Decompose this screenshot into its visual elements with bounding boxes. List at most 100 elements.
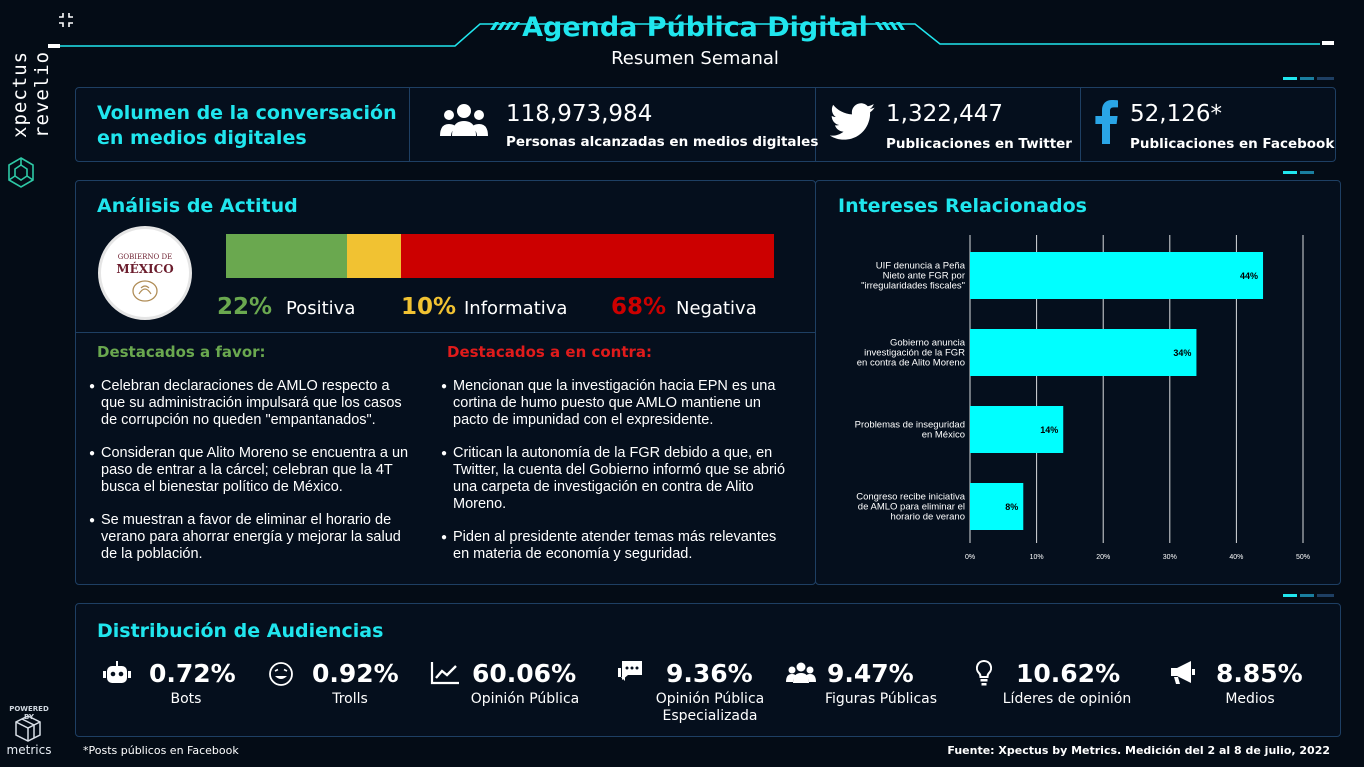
bar-value-label: 14% <box>1040 425 1058 435</box>
twitter-label: Publicaciones en Twitter <box>886 136 1072 152</box>
volume-title-line2: en medios digitales <box>97 127 307 149</box>
volume-title: Volumen de la conversación en medios dig… <box>97 101 397 151</box>
attitude-bar-informative <box>346 234 402 278</box>
category-label: UIF denuncia a Peña <box>876 261 966 272</box>
against-title: Destacados a en contra: <box>447 343 653 361</box>
group-icon <box>786 662 816 683</box>
deco-dash <box>1283 77 1297 80</box>
volume-panel: Volumen de la conversación en medios dig… <box>75 87 1336 162</box>
category-label: en México <box>922 430 965 441</box>
audiences-panel: Distribución de Audiencias 0.72% Bots 0.… <box>75 603 1341 737</box>
bots-label: Bots <box>170 691 202 707</box>
volume-facebook-cell: 52,126* Publicaciones en Facebook <box>1081 88 1336 161</box>
bar <box>970 252 1264 299</box>
deco-dash <box>1317 594 1334 597</box>
opinion-especializada-label-line1: Opinión Pública <box>655 691 765 707</box>
category-label: investigación de la FGR <box>864 348 965 359</box>
opinion-especializada-label: Opinión Pública Especializada <box>645 691 775 725</box>
lideres-opinion-label: Líderes de opinión <box>1002 691 1132 707</box>
category-label: Congreso recibe iniciativa <box>856 492 965 503</box>
metrics-brand-label: metrics <box>6 743 52 757</box>
attitude-title: Análisis de Actitud <box>97 195 298 217</box>
twitter-icon <box>830 103 876 140</box>
eagle-seal-icon <box>132 280 158 302</box>
category-label: "irregularidades fiscales" <box>861 281 965 292</box>
attitude-panel: Análisis de Actitud GOBIERNO DE MÉXICO 2… <box>75 180 816 585</box>
bar <box>970 406 1064 453</box>
lightbulb-icon <box>975 659 993 686</box>
list-item: Critican la autonomía de la FGR debido a… <box>441 445 796 513</box>
x-tick-label: 50% <box>1296 554 1310 561</box>
header-frame <box>48 22 1334 48</box>
source-note: Fuente: Xpectus by Metrics. Medición del… <box>947 744 1330 757</box>
footnote: *Posts públicos en Facebook <box>83 744 239 757</box>
page-subtitle: Resumen Semanal <box>611 48 779 69</box>
robot-icon <box>103 661 131 683</box>
brand-name: xpectus revelio <box>9 50 53 138</box>
trend-chart-icon <box>430 662 459 685</box>
interests-bar-chart: 0% 10% 20% 30% 40% 50% 44% UIF denuncia a PeñaN… <box>855 235 1310 561</box>
informative-pct: 10% <box>401 294 457 320</box>
facebook-icon <box>1095 100 1118 144</box>
troll-face-icon <box>269 662 293 686</box>
category-label: horario de verano <box>891 512 965 523</box>
volume-reach-cell: 118,973,984 Personas alcanzadas en medio… <box>410 88 818 161</box>
figuras-publicas-value: 9.47% <box>827 659 914 688</box>
favor-title: Destacados a favor: <box>97 343 266 361</box>
twitter-value: 1,322,447 <box>886 101 1004 127</box>
bar <box>970 483 1024 530</box>
logo-line2: MÉXICO <box>116 262 174 276</box>
opinion-especializada-label-line2: Especializada <box>662 708 758 724</box>
category-label: Gobierno anuncia <box>890 338 966 349</box>
trolls-value: 0.92% <box>312 659 399 688</box>
deco-dash <box>1300 171 1314 174</box>
trolls-label: Trolls <box>332 691 368 707</box>
positive-pct: 22% <box>217 294 273 320</box>
bar <box>970 329 1197 376</box>
deco-dash <box>1300 594 1314 597</box>
attitude-bar-negative <box>401 234 774 278</box>
bots-value: 0.72% <box>149 659 236 688</box>
list-item: Mencionan que la investigación hacia EPN… <box>441 378 796 429</box>
metrics-logo-icon <box>15 715 41 742</box>
chart-title: Intereses Relacionados <box>838 195 1087 217</box>
deco-dash <box>1283 594 1297 597</box>
volume-twitter-cell: 1,322,447 Publicaciones en Twitter <box>816 88 1081 161</box>
deco-dash <box>1300 77 1314 80</box>
negative-label: Negativa <box>676 298 757 319</box>
chat-bubble-icon <box>618 661 642 681</box>
list-item: Se muestran a favor de eliminar el horar… <box>89 512 414 563</box>
list-item: Celebran declaraciones de AMLO respecto … <box>89 378 414 429</box>
positive-label: Positiva <box>286 298 356 319</box>
favor-list: Celebran declaraciones de AMLO respecto … <box>89 378 414 579</box>
opinion-especializada-value: 9.36% <box>666 659 753 688</box>
list-item: Piden al presidente atender temas más re… <box>441 529 796 563</box>
opinion-publica-value: 60.06% <box>472 659 577 688</box>
attitude-bar-positive <box>226 234 347 278</box>
brand-logo-icon <box>8 157 34 188</box>
people-icon <box>440 104 488 136</box>
attitude-divider <box>76 332 815 333</box>
category-label: Nieto ante FGR por <box>883 271 965 282</box>
facebook-value: 52,126* <box>1130 101 1222 127</box>
medios-value: 8.85% <box>1216 659 1303 688</box>
bar-value-label: 44% <box>1240 271 1258 281</box>
reach-value: 118,973,984 <box>506 101 653 127</box>
opinion-publica-label: Opinión Pública <box>470 691 580 707</box>
list-item: Consideran que Alito Moreno se encuentra… <box>89 445 414 496</box>
x-tick-label: 0% <box>965 554 975 561</box>
interests-panel: Intereses Relacionados 0% 10% 20% 30% 40% 50%… <box>815 180 1341 585</box>
figuras-publicas-label: Figuras Públicas <box>824 691 938 707</box>
against-list: Mencionan que la investigación hacia EPN… <box>441 378 796 579</box>
negative-pct: 68% <box>611 294 667 320</box>
bar-value-label: 8% <box>1005 502 1018 512</box>
x-tick-label: 10% <box>1030 554 1044 561</box>
x-tick-label: 40% <box>1229 554 1243 561</box>
x-tick-label: 30% <box>1163 554 1177 561</box>
facebook-label: Publicaciones en Facebook <box>1130 136 1335 152</box>
collapse-icon[interactable] <box>58 12 74 28</box>
deco-dash <box>1283 171 1297 174</box>
megaphone-icon <box>1171 661 1195 684</box>
category-label: en contra de Alito Moreno <box>857 358 965 369</box>
volume-title-cell: Volumen de la conversación en medios dig… <box>76 88 410 161</box>
